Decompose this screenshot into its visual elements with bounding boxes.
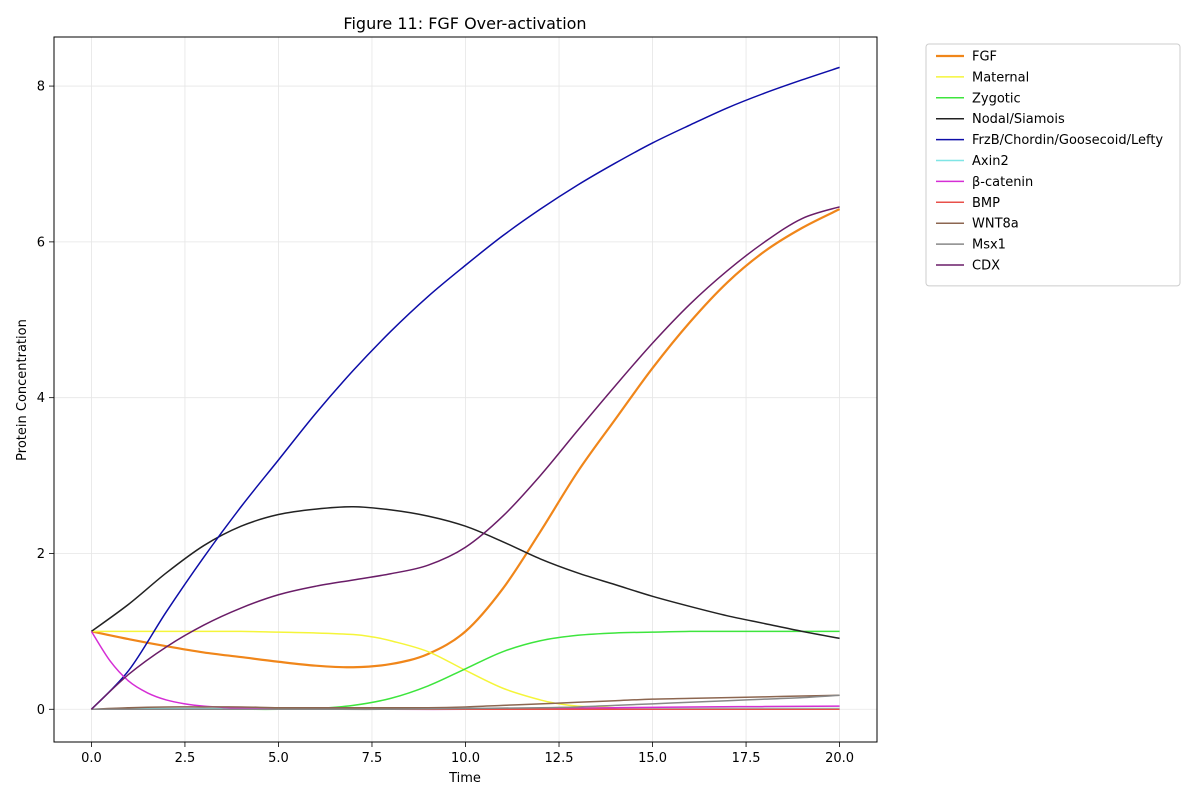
y-axis-label: Protein Concentration	[15, 319, 30, 461]
series-line-nodal-siamois	[90, 505, 840, 640]
x-tick-label: 15.0	[638, 751, 667, 766]
series-line-cdx	[90, 206, 840, 710]
legend: FGF Maternal Zygotic Nodal/Siamois FrzB/Chor…	[925, 43, 1181, 287]
plot-lines	[90, 66, 841, 711]
legend-entry-label: Msx1	[972, 238, 1006, 253]
grid	[54, 37, 877, 742]
x-axis: 0.0 2.5 5.0 7.5 10.0 12.5 15.0 17.5 20.0	[81, 742, 854, 766]
y-tick-label: 4	[37, 391, 45, 406]
series-line-frzb-chordin-goosecoid-lefty	[90, 66, 840, 710]
x-tick-label: 10.0	[451, 751, 480, 766]
legend-entry-label: Zygotic	[972, 91, 1021, 106]
legend-box	[925, 43, 1181, 287]
legend-entry-label: BMP	[972, 196, 1000, 211]
legend-entry-label: Axin2	[972, 154, 1009, 169]
x-axis-label: Time	[448, 771, 481, 786]
x-tick-label: 5.0	[268, 751, 289, 766]
legend-entry-label: FrzB/Chordin/Goosecoid/Lefty	[972, 133, 1163, 148]
legend-entry-label: CDX	[972, 259, 1000, 274]
series-line-wnt8a	[91, 694, 840, 711]
x-tick-label: 2.5	[175, 751, 196, 766]
y-axis: 0 2 4 6 8	[37, 80, 54, 718]
chart-title: Figure 11: FGF Over-activation	[343, 14, 586, 33]
legend-entry-label: Nodal/Siamois	[972, 112, 1065, 127]
legend-entry-label: β-catenin	[972, 175, 1033, 190]
legend-entry-label: WNT8a	[972, 217, 1019, 232]
legend-entry-label: FGF	[972, 50, 997, 65]
series-line-msx1	[91, 694, 840, 711]
x-tick-label: 0.0	[81, 751, 102, 766]
y-tick-label: 2	[37, 547, 45, 562]
y-tick-label: 0	[37, 703, 45, 718]
x-tick-label: 20.0	[825, 751, 854, 766]
x-tick-label: 12.5	[545, 751, 574, 766]
y-tick-label: 6	[37, 235, 45, 250]
series-line-catenin	[90, 630, 840, 711]
series-line-fgf	[91, 208, 841, 669]
y-tick-label: 8	[37, 80, 45, 95]
x-tick-label: 7.5	[362, 751, 383, 766]
x-tick-label: 17.5	[732, 751, 761, 766]
legend-entry-label: Maternal	[972, 70, 1029, 85]
